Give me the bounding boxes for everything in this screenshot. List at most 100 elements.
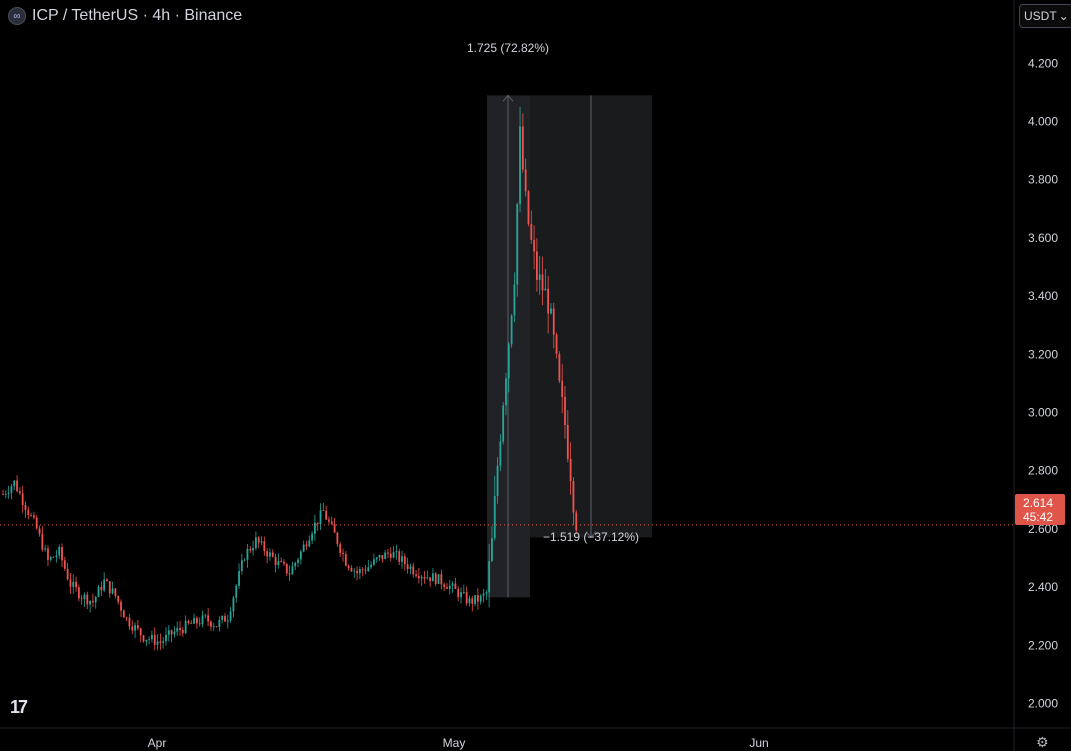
candle-body bbox=[33, 515, 35, 518]
candle-body bbox=[75, 581, 77, 588]
candle-body bbox=[322, 510, 325, 512]
candle-body bbox=[319, 510, 322, 525]
candle-body bbox=[381, 555, 384, 560]
candle-body bbox=[415, 574, 417, 576]
tradingview-logo[interactable]: 17 bbox=[10, 697, 28, 717]
y-tick-label: 3.000 bbox=[1028, 406, 1058, 420]
candle-body bbox=[423, 576, 426, 579]
candle-body bbox=[252, 548, 254, 551]
candle-body bbox=[491, 538, 493, 562]
currency-selector[interactable]: USDT ⌄ bbox=[1019, 4, 1071, 28]
candle-body bbox=[89, 600, 92, 605]
candle-body bbox=[153, 634, 156, 645]
candle-body bbox=[218, 620, 221, 627]
candle-body bbox=[80, 598, 83, 600]
candle-body bbox=[350, 567, 353, 572]
candle-body bbox=[493, 496, 496, 539]
candle-body bbox=[77, 587, 80, 599]
candle-body bbox=[69, 579, 72, 587]
candle-body bbox=[420, 576, 423, 579]
candle-body bbox=[482, 593, 485, 596]
candle-body bbox=[13, 480, 16, 487]
candle-body bbox=[41, 533, 44, 550]
candle-body bbox=[311, 533, 313, 541]
candle-body bbox=[97, 586, 100, 597]
candle-body bbox=[398, 551, 401, 562]
candle-body bbox=[541, 274, 544, 291]
candle-body bbox=[139, 628, 142, 636]
candle-body bbox=[246, 548, 249, 560]
measure-down-label: −1.519 (−37.12%) bbox=[543, 530, 639, 544]
y-tick-label: 3.400 bbox=[1028, 289, 1058, 303]
candle-body bbox=[440, 574, 443, 585]
x-tick-label: May bbox=[443, 736, 466, 750]
candle-body bbox=[38, 528, 41, 534]
candle-body bbox=[454, 583, 457, 589]
candle-body bbox=[184, 620, 187, 633]
y-tick-label: 3.800 bbox=[1028, 173, 1058, 187]
candle-body bbox=[249, 548, 252, 551]
candle-body bbox=[10, 486, 13, 494]
candle-body bbox=[316, 522, 319, 525]
candle-body bbox=[294, 562, 297, 567]
candle-body bbox=[66, 568, 69, 580]
candle-body bbox=[195, 617, 198, 624]
candle-body bbox=[283, 561, 285, 564]
candle-body bbox=[392, 552, 395, 558]
candle-body bbox=[297, 559, 299, 563]
candle-body bbox=[409, 566, 412, 570]
candle-body bbox=[325, 510, 328, 520]
candle-body bbox=[434, 573, 437, 584]
candle-body bbox=[179, 627, 181, 630]
candle-body bbox=[538, 274, 541, 280]
candle-body bbox=[373, 559, 375, 565]
candle-body bbox=[358, 569, 361, 574]
candle-body bbox=[47, 548, 49, 560]
candle-body bbox=[305, 544, 308, 547]
candle-body bbox=[387, 552, 389, 554]
candle-body bbox=[131, 626, 134, 631]
bar-countdown: 45:42 bbox=[1023, 510, 1054, 524]
candle-body bbox=[52, 557, 55, 558]
candle-body bbox=[429, 577, 432, 582]
candle-body bbox=[389, 553, 392, 558]
candle-body bbox=[136, 625, 139, 629]
candle-body bbox=[462, 591, 465, 593]
candle-body bbox=[468, 598, 471, 604]
candle-body bbox=[524, 169, 527, 192]
candle-body bbox=[44, 548, 47, 550]
candle-body bbox=[151, 634, 153, 640]
candle-body bbox=[403, 556, 406, 565]
candle-body bbox=[364, 570, 367, 572]
candle-body bbox=[550, 308, 552, 314]
candle-body bbox=[156, 641, 159, 645]
candle-body bbox=[103, 579, 106, 591]
candle-body bbox=[552, 308, 555, 335]
candle-body bbox=[159, 641, 162, 643]
candle-body bbox=[83, 594, 86, 600]
candle-body bbox=[187, 620, 190, 623]
candle-body bbox=[564, 396, 566, 426]
candle-body bbox=[446, 587, 448, 589]
x-tick-label: Jun bbox=[749, 736, 768, 750]
candle-body bbox=[210, 621, 212, 627]
y-tick-label: 4.000 bbox=[1028, 115, 1058, 129]
candle-body bbox=[288, 573, 291, 575]
candle-body bbox=[530, 223, 533, 240]
candle-body bbox=[547, 288, 550, 314]
candle-body bbox=[507, 344, 510, 379]
candle-body bbox=[378, 555, 381, 558]
gear-icon[interactable]: ⚙ bbox=[1036, 734, 1049, 750]
candle-body bbox=[342, 552, 344, 555]
candle-body bbox=[21, 493, 24, 505]
candle-body bbox=[125, 617, 128, 619]
candle-body bbox=[269, 552, 271, 557]
candle-body bbox=[24, 504, 27, 510]
candle-body bbox=[457, 588, 460, 598]
candle-body bbox=[370, 564, 373, 568]
measure-down-arrowhead bbox=[585, 531, 597, 539]
candle-body bbox=[145, 639, 148, 642]
candle-body bbox=[353, 570, 356, 572]
candle-body bbox=[117, 595, 120, 602]
